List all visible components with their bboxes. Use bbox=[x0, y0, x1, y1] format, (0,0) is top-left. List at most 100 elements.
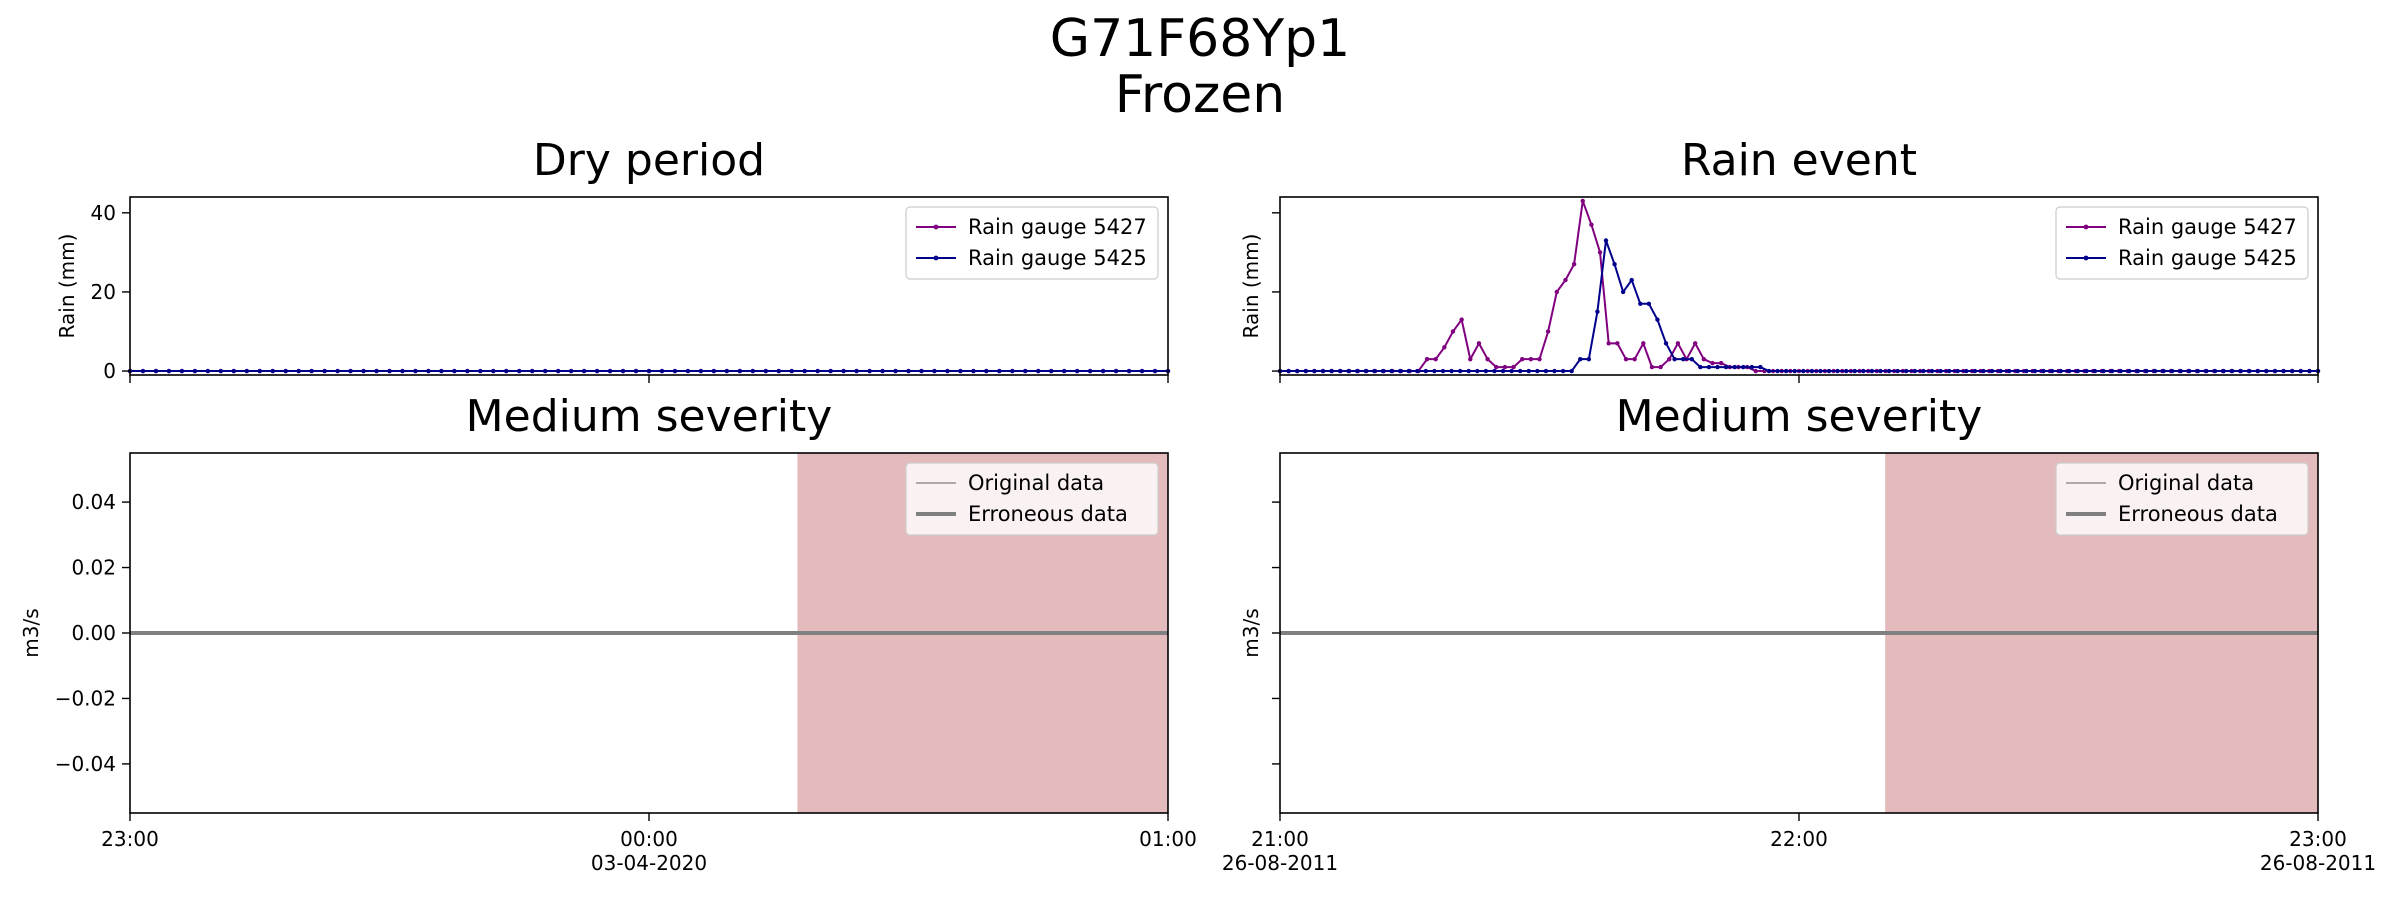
data-point bbox=[2230, 368, 2235, 374]
data-point bbox=[1615, 341, 1620, 346]
data-point bbox=[1912, 368, 1918, 374]
data-point bbox=[867, 368, 872, 374]
data-point bbox=[1638, 301, 1643, 306]
data-point bbox=[672, 368, 678, 374]
data-point bbox=[1693, 341, 1698, 346]
data-point bbox=[1698, 364, 1703, 370]
data-point bbox=[1689, 356, 1694, 362]
data-point bbox=[1520, 356, 1525, 362]
data-point bbox=[296, 368, 301, 374]
data-point bbox=[1450, 329, 1456, 334]
data-point bbox=[2006, 368, 2012, 374]
data-point bbox=[348, 368, 353, 374]
data-point bbox=[1964, 368, 1969, 374]
data-point bbox=[1363, 368, 1368, 374]
data-point bbox=[1126, 368, 1132, 374]
data-point bbox=[517, 368, 522, 374]
data-point bbox=[2290, 368, 2295, 374]
data-point bbox=[1152, 368, 1158, 374]
data-point bbox=[2161, 368, 2166, 374]
data-point bbox=[426, 368, 431, 374]
data-point bbox=[1389, 368, 1394, 374]
x-tick-date: 26-08-2011 bbox=[1222, 851, 1338, 875]
data-point bbox=[218, 368, 224, 374]
data-point bbox=[841, 368, 846, 374]
data-point bbox=[1809, 368, 1815, 374]
data-point bbox=[880, 368, 885, 374]
data-point bbox=[1440, 368, 1446, 374]
data-point bbox=[1483, 368, 1489, 374]
data-point bbox=[2101, 368, 2106, 374]
data-point bbox=[270, 368, 275, 374]
data-point bbox=[2169, 368, 2175, 374]
data-point bbox=[802, 368, 807, 374]
data-point bbox=[1494, 364, 1499, 370]
data-point bbox=[452, 368, 457, 374]
y-tick-label: −0.02 bbox=[55, 686, 116, 710]
data-point bbox=[1569, 368, 1574, 374]
data-point bbox=[763, 368, 768, 374]
data-point bbox=[555, 368, 561, 374]
data-point bbox=[1766, 368, 1772, 374]
data-point bbox=[361, 368, 366, 374]
data-point bbox=[2032, 368, 2038, 374]
legend-box bbox=[905, 462, 1159, 536]
data-point bbox=[387, 368, 392, 374]
data-point bbox=[2015, 368, 2020, 374]
data-point bbox=[1543, 368, 1549, 374]
data-point bbox=[530, 368, 535, 374]
data-point bbox=[607, 368, 613, 374]
data-point bbox=[1571, 262, 1577, 267]
data-point bbox=[1895, 368, 1900, 374]
legend-label: Rain gauge 5427 bbox=[968, 215, 1147, 239]
data-point bbox=[1753, 368, 1758, 374]
data-point bbox=[1758, 364, 1763, 370]
data-point bbox=[1632, 356, 1637, 362]
data-point bbox=[1792, 368, 1797, 374]
data-point bbox=[2178, 368, 2183, 374]
data-point bbox=[789, 368, 794, 374]
data-point bbox=[1603, 238, 1609, 243]
data-point bbox=[750, 368, 755, 374]
y-tick-label: 0 bbox=[103, 359, 116, 383]
data-point bbox=[1511, 364, 1516, 370]
data-point bbox=[257, 368, 262, 374]
data-point bbox=[1595, 309, 1600, 314]
data-point bbox=[1432, 368, 1437, 374]
data-point bbox=[1074, 368, 1080, 374]
data-point bbox=[2238, 368, 2243, 374]
data-point bbox=[1878, 368, 1883, 374]
data-point bbox=[1433, 356, 1438, 362]
data-point bbox=[1775, 368, 1780, 374]
data-point bbox=[1680, 356, 1686, 362]
data-point bbox=[1667, 356, 1672, 362]
data-point bbox=[633, 368, 639, 374]
data-point bbox=[1718, 360, 1724, 366]
data-point bbox=[2247, 368, 2252, 374]
data-point bbox=[400, 368, 405, 374]
data-point bbox=[581, 368, 587, 374]
data-point bbox=[205, 368, 211, 374]
y-axis-label: m3/s bbox=[19, 608, 43, 657]
data-point bbox=[1852, 368, 1857, 374]
panel-3: Medium severity −0.04 −0.02 0.00 0.02 0.04 m3/… bbox=[19, 391, 1197, 875]
data-point bbox=[1741, 364, 1746, 370]
data-point bbox=[491, 368, 496, 374]
legend-marker bbox=[2083, 224, 2089, 230]
data-point bbox=[153, 368, 159, 374]
data-point bbox=[1578, 356, 1583, 362]
y-axis-label: m3/s bbox=[1239, 608, 1263, 657]
data-point bbox=[1629, 277, 1634, 283]
data-point bbox=[1904, 368, 1909, 374]
data-point bbox=[1606, 341, 1611, 346]
data-point bbox=[698, 368, 704, 374]
data-point bbox=[711, 368, 717, 374]
data-point bbox=[2127, 368, 2132, 374]
data-point bbox=[1641, 341, 1646, 346]
data-point bbox=[439, 368, 444, 374]
data-point bbox=[828, 368, 833, 374]
data-point bbox=[322, 368, 327, 374]
y-tick-label: −0.04 bbox=[55, 752, 116, 776]
data-point bbox=[568, 368, 574, 374]
